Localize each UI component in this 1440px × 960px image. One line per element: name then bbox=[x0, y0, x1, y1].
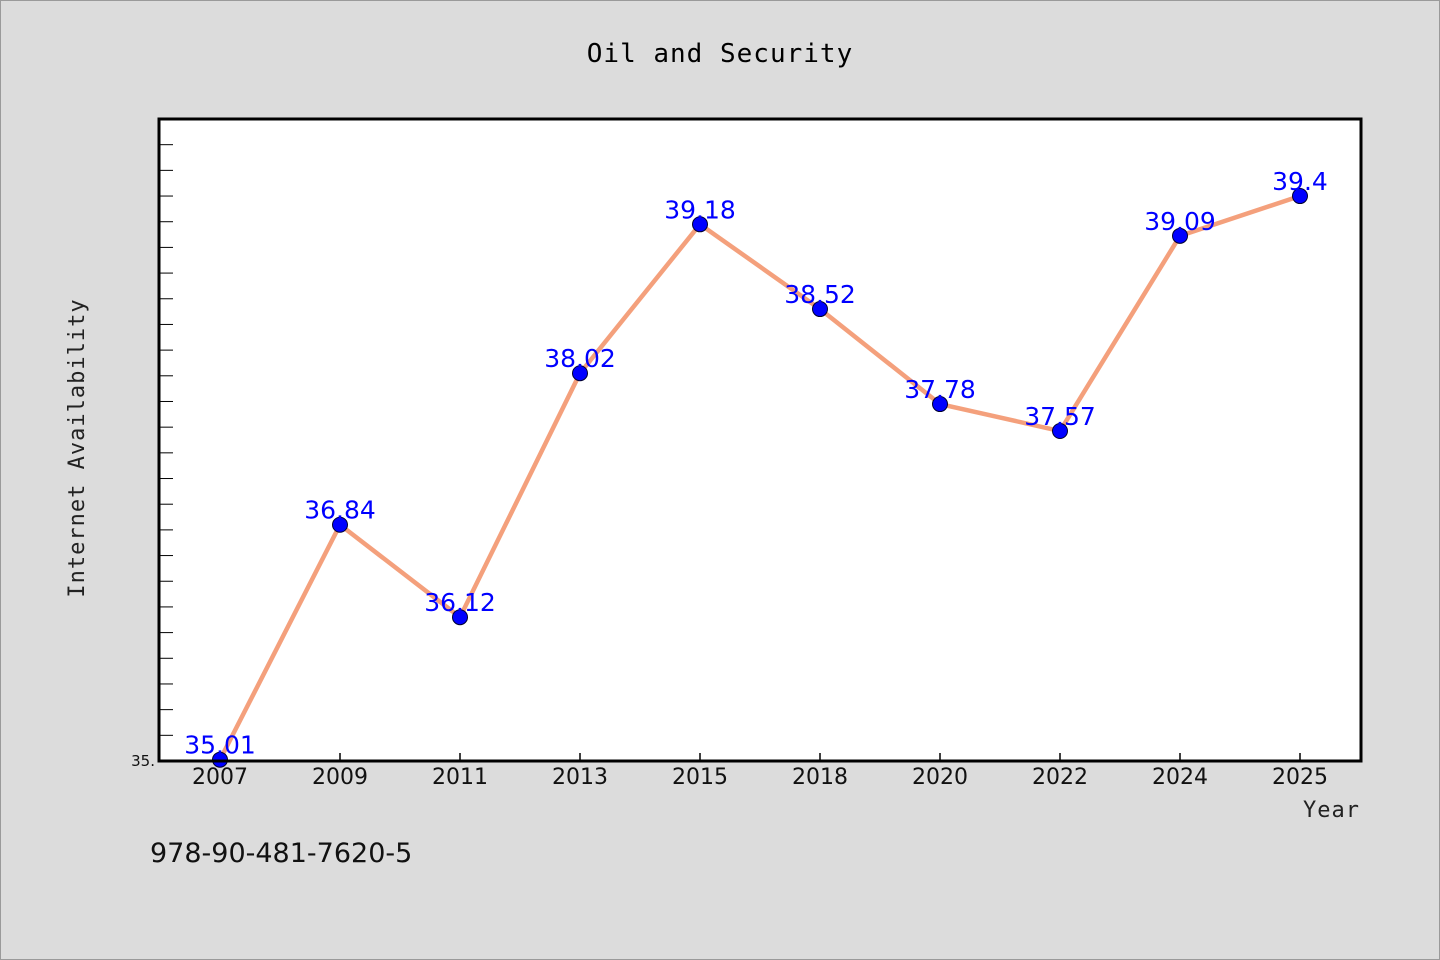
x-tick-label: 2007 bbox=[192, 765, 248, 790]
data-label: 36.84 bbox=[304, 496, 376, 525]
y-axis-title: Internet Availability bbox=[65, 298, 90, 597]
data-label: 38.02 bbox=[544, 344, 616, 373]
x-tick-label: 2015 bbox=[672, 765, 728, 790]
x-tick-label: 2009 bbox=[312, 765, 368, 790]
data-point bbox=[572, 365, 588, 382]
x-tick-label: 2024 bbox=[1152, 765, 1208, 790]
chart-title: Oil and Security bbox=[587, 39, 853, 69]
data-label: 37.78 bbox=[904, 375, 976, 404]
data-labels: 35.01 36.84 36.12 38.02 39.18 38.52 37.78 37.57… bbox=[184, 167, 1328, 760]
plot-area bbox=[159, 119, 1361, 761]
x-tick-label: 2020 bbox=[912, 765, 968, 790]
data-label: 39.09 bbox=[1144, 207, 1216, 236]
data-point bbox=[1292, 188, 1308, 205]
x-tick-label: 2022 bbox=[1032, 765, 1088, 790]
data-label: 37.57 bbox=[1024, 402, 1096, 431]
data-point bbox=[1052, 423, 1068, 440]
data-label: 36.12 bbox=[424, 588, 496, 617]
isbn-footer: 978-90-481-7620-5 bbox=[150, 838, 412, 869]
data-label: 39.18 bbox=[664, 195, 736, 224]
data-label: 35.01 bbox=[184, 731, 256, 760]
data-point bbox=[452, 609, 468, 626]
series-line bbox=[217, 193, 1303, 762]
x-tick-label: 2018 bbox=[792, 765, 848, 790]
data-label: 39.4 bbox=[1272, 167, 1328, 196]
x-tick-label: 2025 bbox=[1272, 765, 1328, 790]
data-point bbox=[812, 301, 828, 318]
y-axis-ticks: 35. bbox=[131, 752, 155, 770]
data-point bbox=[692, 216, 708, 233]
data-label: 38.52 bbox=[784, 280, 856, 309]
data-point bbox=[332, 516, 348, 533]
y-tick-label: 35. bbox=[131, 752, 155, 770]
x-axis-title: Year bbox=[1303, 798, 1360, 823]
y-minor-ticks bbox=[159, 144, 173, 736]
data-point bbox=[932, 396, 948, 413]
data-point bbox=[1172, 227, 1188, 244]
x-axis-ticks: 2007 2009 2011 2013 2015 2018 2020 2022 2024 2025 bbox=[192, 753, 1328, 790]
x-tick-label: 2013 bbox=[552, 765, 608, 790]
plot-frame bbox=[157, 117, 1363, 763]
x-tick-label: 2011 bbox=[432, 765, 488, 790]
